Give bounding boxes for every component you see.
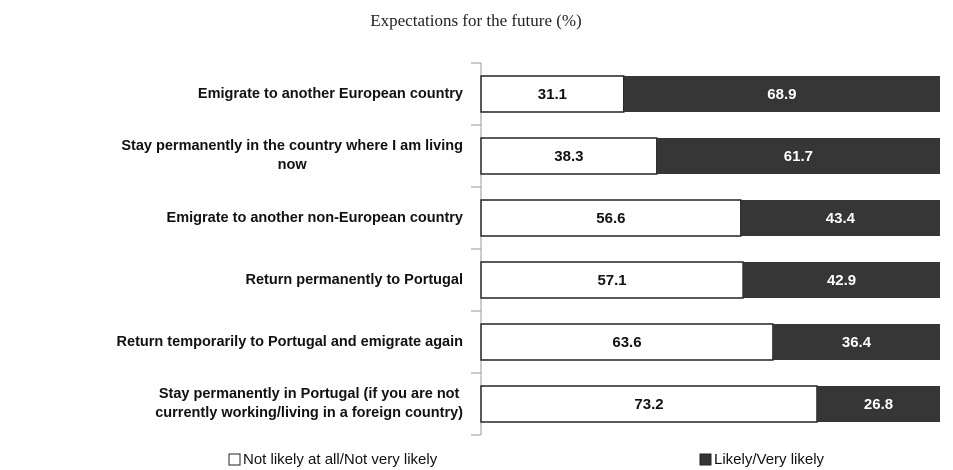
category-text: Emigrate to another European country	[197, 85, 463, 102]
category-label: Emigrate to another European country	[0, 63, 463, 125]
bar-segment	[743, 262, 940, 298]
category-label: Stay permanently in Portugal (if you are…	[0, 373, 463, 435]
data-label: 61.7	[784, 148, 813, 165]
category-text: Emigrate to another non-European country	[166, 209, 463, 226]
data-label: 63.6	[612, 334, 641, 351]
bar-segment	[480, 75, 625, 113]
chart-title: Expectations for the future (%)	[370, 11, 581, 30]
category-label: Emigrate to another non-European country	[0, 187, 463, 249]
data-label: 42.9	[827, 272, 856, 289]
category-label: Return temporarily to Portugal and emigr…	[0, 311, 463, 373]
data-label: 36.4	[842, 334, 872, 351]
category-text: Stay permanently in the country where I …	[121, 138, 463, 173]
data-label: 68.9	[767, 86, 796, 103]
bar-segment	[656, 138, 940, 174]
data-label: 73.2	[634, 396, 663, 413]
data-label: 31.1	[538, 86, 567, 103]
category-text: Return temporarily to Portugal and emigr…	[116, 333, 463, 350]
bar-segment	[480, 385, 818, 423]
category-label: Stay permanently in the country where I …	[0, 125, 463, 187]
bar-segment	[480, 323, 774, 361]
bar-segment	[480, 199, 742, 237]
bar-segment	[816, 386, 940, 422]
legend-label: Likely/Very likely	[714, 451, 825, 468]
bar-segment	[480, 137, 658, 175]
data-label: 56.6	[596, 210, 625, 227]
bar-segment	[480, 261, 744, 299]
data-label: 43.4	[826, 210, 856, 227]
legend-swatch	[699, 453, 712, 466]
data-label: 38.3	[554, 148, 583, 165]
bar-segment	[623, 76, 940, 112]
data-label: 57.1	[597, 272, 626, 289]
category-text: Stay permanently in Portugal (if you are…	[155, 386, 463, 421]
legend-swatch	[228, 453, 241, 466]
bar-segment	[772, 324, 940, 360]
category-label: Return permanently to Portugal	[0, 249, 463, 311]
data-label: 26.8	[864, 396, 893, 413]
legend-label: Not likely at all/Not very likely	[243, 451, 438, 468]
category-text: Return permanently to Portugal	[245, 271, 463, 288]
bar-segment	[740, 200, 940, 236]
